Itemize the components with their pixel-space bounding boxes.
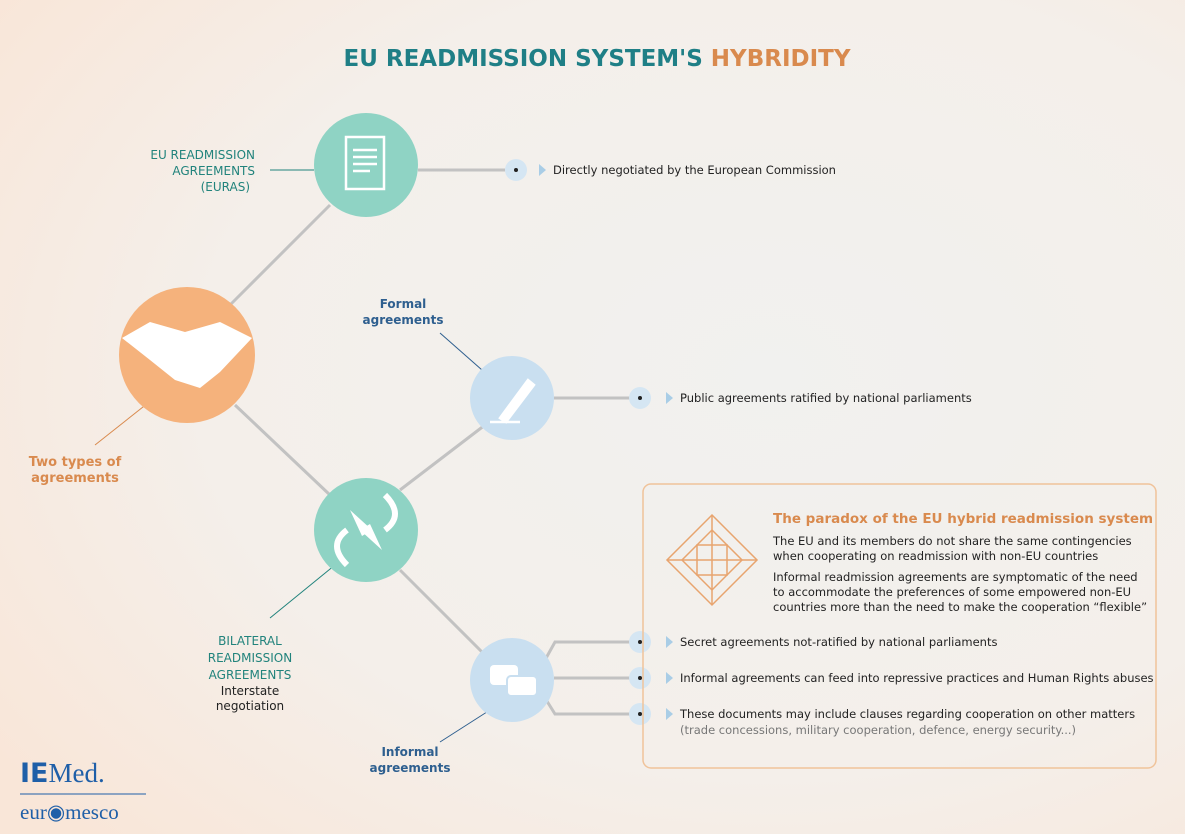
infographic: EU READMISSION SYSTEM'S HYBRIDITY EU REA… [0,0,1185,834]
node-label: BILATERAL [218,634,282,648]
title-part: EU READMISSION SYSTEM'S [343,46,702,72]
logo-part: Med. [49,758,105,788]
node-label: agreements [370,761,451,775]
node-handshake [119,287,255,423]
bullet-text: These documents may include clauses rega… [679,707,1135,721]
paradox-text: The EU and its members do not share the … [772,534,1132,548]
node-euras [314,113,418,217]
logo-euromesco: eur◉mesco [20,800,119,824]
node-sublabel: negotiation [216,699,284,713]
paradox-title: The paradox of the EU hybrid readmission… [773,511,1153,527]
node-informal [470,638,554,722]
node-label: Two types of [29,455,122,470]
node-label: AGREEMENTS [172,164,255,178]
node-label: Formal [380,297,427,311]
node-label: agreements [363,313,444,327]
node-formal [470,356,554,440]
bullet-text: Directly negotiated by the European Comm… [553,163,836,177]
paradox-text: to accommodate the preferences of some e… [773,585,1131,599]
paradox-text: when cooperating on readmission with non… [773,549,1098,563]
node-label: (EURAS) [201,180,250,194]
bullet-note: (trade concessions, military cooperation… [680,723,1076,737]
node-bilateral [314,478,418,582]
node-label: agreements [31,471,119,486]
logo-part: IE [20,758,49,789]
node-label: AGREEMENTS [209,668,292,682]
node-label: READMISSION [208,651,292,665]
paradox-text: countries more than the need to make the… [773,600,1147,614]
title: EU READMISSION SYSTEM'S HYBRIDITY [343,46,850,72]
bullet-text: Informal agreements can feed into repres… [680,671,1154,685]
node-label: Informal [381,745,438,759]
title-part: HYBRIDITY [711,46,851,72]
bullet-text: Secret agreements not-ratified by nation… [680,635,997,649]
paradox-text: Informal readmission agreements are symp… [773,570,1138,584]
bullet-text: Public agreements ratified by national p… [680,391,972,405]
logo-iemed: IEMed. [20,758,105,789]
node-label: EU READMISSION [150,148,255,162]
node-sublabel: Interstate [221,684,280,698]
